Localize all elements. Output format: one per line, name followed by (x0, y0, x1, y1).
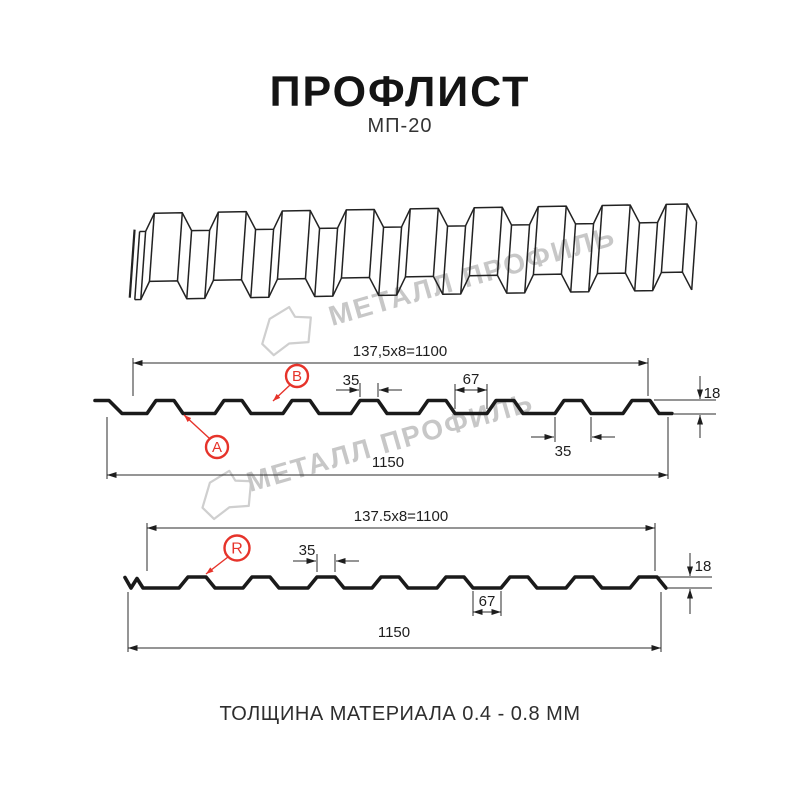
sheet-3d-cut-edge (128, 229, 136, 298)
rib-edge-line (186, 230, 193, 299)
cross-section-ab: 137,5x8=1100 35 67 35 18 (93, 343, 721, 479)
rib-edge-line (340, 209, 348, 279)
dim-label-rib-bottom: 35 (555, 443, 572, 460)
rib-edge-line (204, 230, 211, 299)
rib-edge-line (505, 224, 513, 294)
rib-edge-line (560, 206, 567, 275)
dim-label-valley: 67 (463, 371, 480, 388)
side-r-marker (223, 534, 251, 562)
rib-edge-line (532, 206, 539, 275)
dim-label-total-width: 1150 (378, 624, 410, 641)
dim-label-module-width: 137.5x8=1100 (354, 508, 448, 525)
side-b-leader-arrow (272, 384, 291, 402)
rib-edge-line (468, 207, 475, 276)
profile-outline (123, 575, 668, 590)
page-subtitle: МП-20 (367, 115, 433, 137)
sheet-3d-view (128, 203, 698, 301)
dim-label-height: 18 (695, 558, 712, 575)
side-r-leader-arrow (205, 556, 229, 575)
rib-edge-line (314, 228, 321, 297)
brand-logo-outline (261, 305, 312, 357)
rib-edge-line (690, 221, 698, 290)
cross-section-r: 137.5x8=1100 35 67 18 1150 (123, 508, 712, 652)
rib-edge-line (250, 229, 257, 298)
sheet-3d-back-edge (139, 203, 698, 233)
brand-logo-outline (201, 469, 253, 521)
profile-outline (93, 398, 674, 416)
rib-edge-line (633, 222, 641, 291)
rib-edge-line (134, 231, 141, 300)
rib-edge-line (596, 205, 603, 274)
dim-label-height: 18 (704, 385, 721, 402)
rib-edge-line (587, 223, 595, 292)
dim-label-total-width: 1150 (372, 454, 404, 471)
rib-edge-line (569, 223, 577, 293)
rib-edge-line (660, 204, 667, 273)
rib-edge-line (176, 212, 184, 281)
rib-edge-line (441, 226, 449, 295)
rib-edge-line (651, 222, 659, 291)
rib-edge-line (304, 210, 312, 279)
rib-edge-line (523, 224, 531, 293)
rib-edge-line (268, 229, 275, 298)
rib-edge-line (240, 211, 248, 280)
rib-edge-line (432, 208, 439, 277)
side-a-marker (204, 434, 230, 460)
rib-edge-line (332, 228, 339, 297)
rib-edge-line (378, 227, 385, 296)
page-title: ПРОФЛИСТ (269, 68, 531, 116)
side-a-leader-arrow (183, 414, 210, 439)
rib-edge-line (396, 226, 403, 296)
rib-edge-line (624, 204, 631, 274)
rib-edge-line (404, 208, 411, 277)
rib-edge-line (368, 209, 376, 278)
dim-label-module-width: 137,5x8=1100 (353, 343, 447, 360)
rib-edge-line (681, 203, 688, 273)
rib-edge-line (459, 225, 467, 294)
side-b-label: B (292, 368, 302, 385)
side-a-label: A (212, 439, 222, 456)
rib-edge-line (276, 210, 284, 280)
rib-edge-line (140, 231, 147, 300)
dim-label-rib-top: 35 (299, 542, 316, 559)
rib-edge-line (148, 213, 156, 282)
dim-label-rib-top: 35 (343, 372, 360, 389)
rib-edge-line (496, 207, 503, 276)
side-r-label: R (231, 541, 243, 558)
material-thickness-note: ТОЛЩИНА МАТЕРИАЛА 0.4 - 0.8 ММ (219, 703, 581, 725)
dim-label-valley: 67 (479, 593, 496, 610)
rib-edge-line (212, 212, 220, 281)
side-b-marker (284, 363, 310, 389)
